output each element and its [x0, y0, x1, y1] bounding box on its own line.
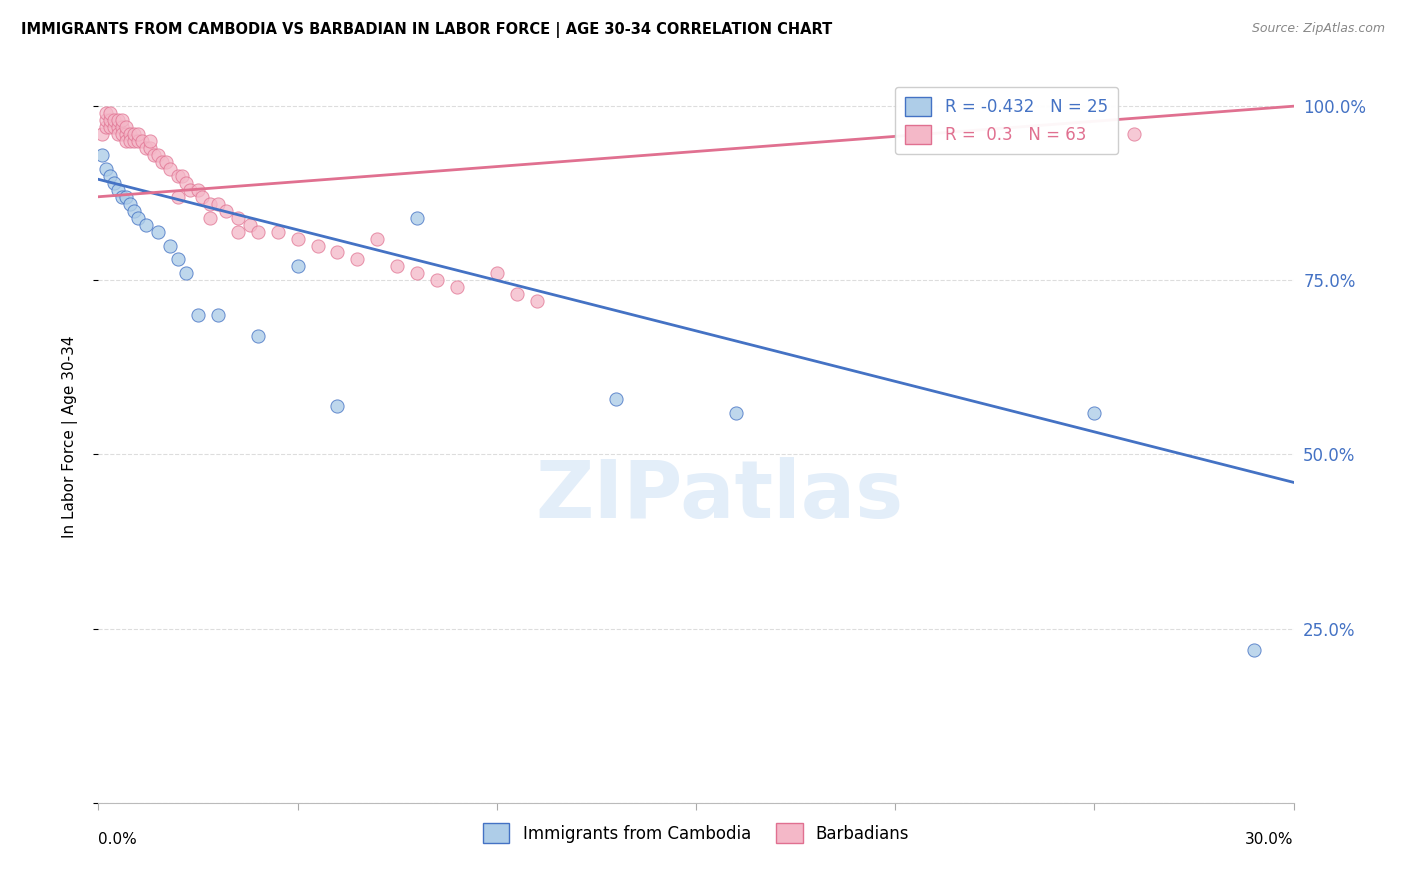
Point	[120, 127, 142, 141]
Point	[96, 161, 118, 176]
Point	[115, 190, 138, 204]
Point	[406, 266, 429, 280]
Point	[1083, 406, 1105, 420]
Point	[207, 308, 229, 322]
Point	[103, 113, 125, 128]
Point	[215, 203, 238, 218]
Point	[179, 183, 201, 197]
Point	[127, 211, 149, 225]
Point	[148, 225, 170, 239]
Point	[159, 161, 181, 176]
Point	[124, 127, 146, 141]
Point	[605, 392, 627, 406]
Point	[127, 134, 149, 148]
Point	[174, 176, 197, 190]
Point	[120, 196, 142, 211]
Point	[485, 266, 508, 280]
Point	[103, 120, 125, 134]
Point	[107, 183, 129, 197]
Point	[131, 134, 153, 148]
Point	[187, 183, 209, 197]
Point	[107, 113, 129, 128]
Point	[98, 113, 122, 128]
Point	[724, 406, 747, 420]
Point	[346, 252, 368, 267]
Legend: Immigrants from Cambodia, Barbadians: Immigrants from Cambodia, Barbadians	[475, 817, 917, 849]
Point	[111, 190, 134, 204]
Point	[143, 148, 166, 162]
Point	[96, 113, 118, 128]
Point	[155, 155, 177, 169]
Point	[198, 196, 221, 211]
Point	[115, 120, 138, 134]
Point	[167, 190, 190, 204]
Point	[124, 134, 146, 148]
Point	[187, 308, 209, 322]
Point	[111, 120, 134, 134]
Point	[167, 252, 190, 267]
Text: 0.0%: 0.0%	[98, 832, 138, 847]
Point	[1243, 642, 1265, 657]
Point	[191, 190, 214, 204]
Point	[426, 273, 449, 287]
Point	[115, 134, 138, 148]
Point	[287, 260, 309, 274]
Point	[506, 287, 529, 301]
Point	[135, 218, 157, 232]
Point	[267, 225, 290, 239]
Point	[159, 238, 181, 252]
Text: IMMIGRANTS FROM CAMBODIA VS BARBADIAN IN LABOR FORCE | AGE 30-34 CORRELATION CHA: IMMIGRANTS FROM CAMBODIA VS BARBADIAN IN…	[21, 22, 832, 38]
Point	[139, 141, 162, 155]
Point	[96, 120, 118, 134]
Point	[111, 127, 134, 141]
Point	[207, 196, 229, 211]
Point	[107, 127, 129, 141]
Point	[226, 225, 249, 239]
Point	[135, 141, 157, 155]
Text: ZIPatlas: ZIPatlas	[536, 457, 904, 534]
Point	[127, 127, 149, 141]
Point	[526, 294, 548, 309]
Point	[287, 231, 309, 245]
Point	[98, 120, 122, 134]
Point	[96, 106, 118, 120]
Point	[198, 211, 221, 225]
Point	[98, 106, 122, 120]
Point	[167, 169, 190, 183]
Point	[307, 238, 329, 252]
Point	[446, 280, 468, 294]
Y-axis label: In Labor Force | Age 30-34: In Labor Force | Age 30-34	[62, 335, 77, 539]
Point	[120, 134, 142, 148]
Text: 30.0%: 30.0%	[1246, 832, 1294, 847]
Point	[91, 127, 114, 141]
Point	[150, 155, 173, 169]
Point	[172, 169, 194, 183]
Point	[148, 148, 170, 162]
Point	[139, 134, 162, 148]
Point	[366, 231, 388, 245]
Point	[326, 245, 349, 260]
Point	[107, 120, 129, 134]
Point	[246, 329, 269, 343]
Text: Source: ZipAtlas.com: Source: ZipAtlas.com	[1251, 22, 1385, 36]
Point	[174, 266, 197, 280]
Point	[406, 211, 429, 225]
Point	[385, 260, 409, 274]
Point	[246, 225, 269, 239]
Point	[326, 399, 349, 413]
Point	[111, 113, 134, 128]
Point	[98, 169, 122, 183]
Point	[124, 203, 146, 218]
Point	[1123, 127, 1146, 141]
Point	[115, 127, 138, 141]
Point	[91, 148, 114, 162]
Point	[239, 218, 262, 232]
Point	[226, 211, 249, 225]
Point	[103, 176, 125, 190]
